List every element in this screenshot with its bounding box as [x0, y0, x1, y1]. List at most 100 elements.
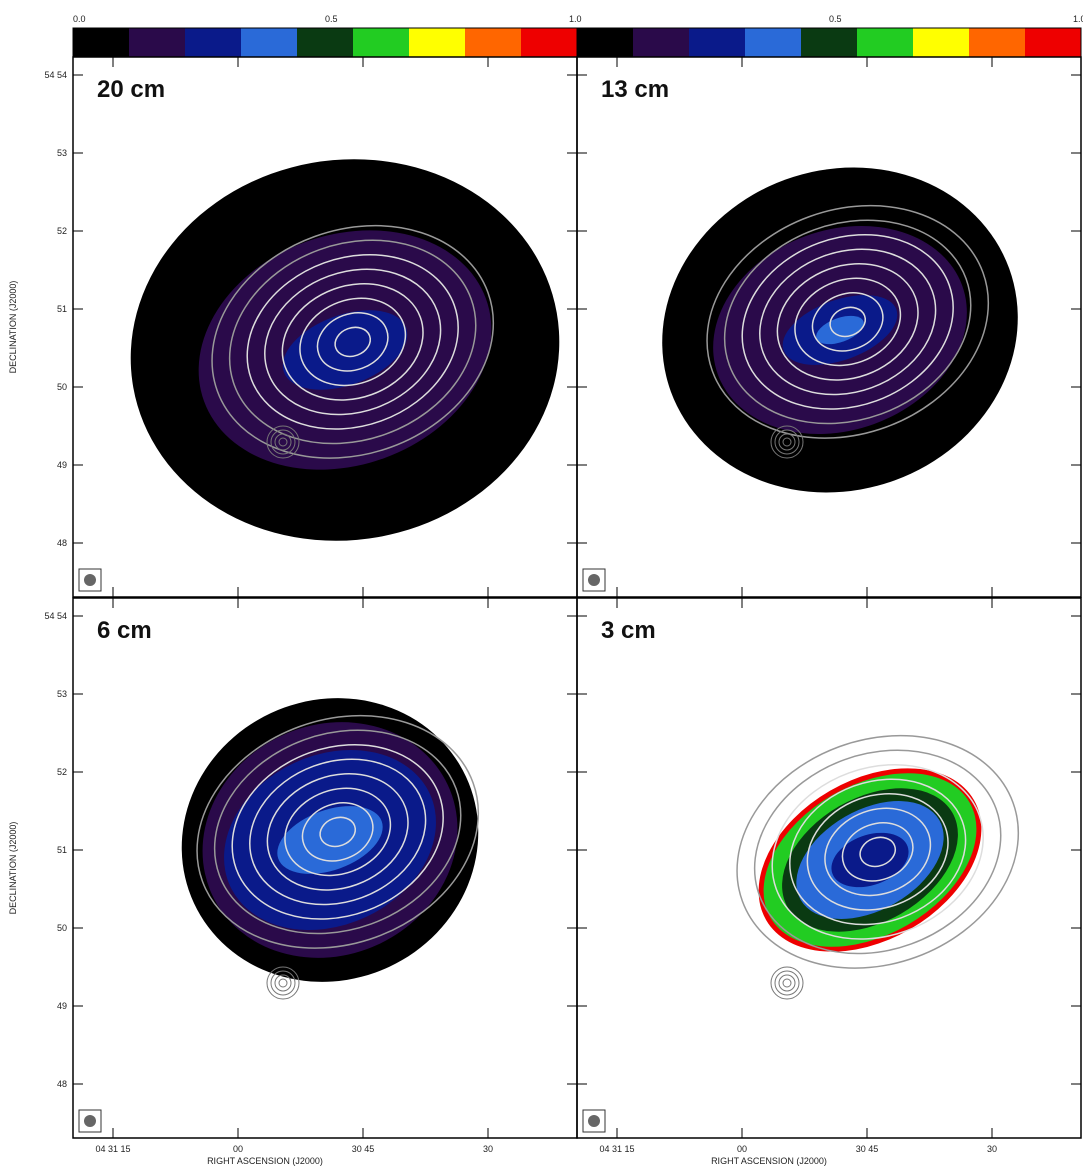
y-tick-label: 52: [57, 226, 67, 236]
point-source: [266, 966, 300, 1000]
colorbar-cell: [129, 28, 186, 57]
contour: [316, 312, 389, 372]
point-source: [278, 437, 288, 447]
panel-frame: [576, 56, 1082, 598]
contour: [249, 758, 427, 906]
colorbar-cell: [745, 28, 802, 57]
point-source: [274, 433, 292, 451]
y-tick-label: 54 54: [44, 611, 67, 621]
x-tick-label: 30: [483, 1144, 493, 1154]
beam: [84, 574, 96, 586]
y-tick-label: 51: [57, 845, 67, 855]
contour: [319, 816, 357, 848]
x-tick-label: 00: [737, 1144, 747, 1154]
point-source: [782, 978, 792, 988]
point-source: [274, 974, 292, 992]
point-source: [778, 974, 796, 992]
colorbar-label: 0.5: [325, 14, 338, 24]
contour: [859, 836, 897, 868]
contour: [299, 297, 407, 387]
colorbar-cell: [1025, 28, 1082, 57]
beam: [588, 574, 600, 586]
colorbar-cell: [465, 28, 522, 57]
x-axis-title: RIGHT ASCENSION (J2000): [207, 1156, 323, 1166]
point-source: [278, 978, 288, 988]
colorbar-label: 0.0: [73, 14, 86, 24]
panel-label: 20 cm: [97, 76, 165, 103]
point-source: [770, 966, 804, 1000]
x-tick-label: 00: [233, 1144, 243, 1154]
colorbar-label: 1.0: [569, 14, 582, 24]
colorbar-cell: [353, 28, 410, 57]
y-tick-label: 49: [57, 1001, 67, 1011]
beam: [588, 1115, 600, 1127]
contour: [301, 802, 374, 862]
contour: [811, 292, 884, 352]
contour: [806, 793, 949, 911]
contour: [266, 773, 409, 891]
contour: [841, 822, 914, 882]
panel: 6 cm 54 54 53 52 51 50 49 48 04 31 15 00 30 45 30 DE…: [8, 597, 578, 1166]
point-source: [774, 429, 800, 455]
y-tick-label: 49: [57, 460, 67, 470]
contour: [213, 729, 462, 935]
panel-label: 13 cm: [601, 76, 669, 103]
colorbar-cell: [185, 28, 242, 57]
contour: [228, 239, 477, 445]
y-tick-label: 48: [57, 538, 67, 548]
contour: [824, 807, 932, 897]
contour: [794, 277, 902, 367]
y-tick-label: 54 54: [44, 70, 67, 80]
y-tick-label: 48: [57, 1079, 67, 1089]
y-tick-label: 53: [57, 148, 67, 158]
beam: [84, 1115, 96, 1127]
colorbar-cell: [241, 28, 298, 57]
x-axis-title: RIGHT ASCENSION (J2000): [711, 1156, 827, 1166]
panel-label: 6 cm: [97, 617, 152, 644]
colorbar-label: 1.0: [1073, 14, 1083, 24]
colorbar-cell: [801, 28, 858, 57]
x-tick-label: 04 31 15: [599, 1144, 634, 1154]
contour: [753, 749, 1002, 955]
contour: [231, 743, 444, 920]
point-source: [270, 429, 296, 455]
y-axis-title: DECLINATION (J2000): [8, 822, 18, 915]
map: [736, 734, 1020, 1000]
colorbar-label: 0.5: [829, 14, 842, 24]
contour: [789, 778, 967, 926]
contour: [196, 714, 480, 949]
contour: [741, 233, 954, 410]
emission: [816, 315, 864, 345]
point-source: [270, 970, 296, 996]
colorbar-cell: [913, 28, 970, 57]
y-tick-label: 52: [57, 767, 67, 777]
colorbar-cell: [577, 28, 634, 57]
panel: 20 cm 54 54 53 52 51 50 49 48 DECLINATION (J2000…: [8, 56, 578, 598]
contour: [706, 204, 990, 439]
colorbar-cell: [857, 28, 914, 57]
contour: [246, 253, 459, 430]
contour: [723, 219, 972, 425]
point-source: [778, 433, 796, 451]
map: [662, 167, 1018, 493]
panel-label: 3 cm: [601, 617, 656, 644]
y-tick-label: 53: [57, 689, 67, 699]
panel: 3 cm 04 31 15 00 30 45 30 RIGHT ASCENSION (J2…: [576, 597, 1082, 1166]
contour: [771, 763, 984, 940]
map: [130, 159, 560, 541]
map: [181, 698, 480, 1000]
contour: [284, 787, 392, 877]
y-tick-label: 50: [57, 382, 67, 392]
colorbar-cell: [633, 28, 690, 57]
contour: [211, 224, 495, 459]
y-axis-title: DECLINATION (J2000): [8, 281, 18, 374]
contour: [334, 326, 372, 358]
colorbar-cell: [73, 28, 130, 57]
x-tick-label: 30: [987, 1144, 997, 1154]
point-source: [770, 425, 804, 459]
x-tick-label: 30 45: [856, 1144, 879, 1154]
y-tick-label: 51: [57, 304, 67, 314]
colorbar-cell: [409, 28, 466, 57]
